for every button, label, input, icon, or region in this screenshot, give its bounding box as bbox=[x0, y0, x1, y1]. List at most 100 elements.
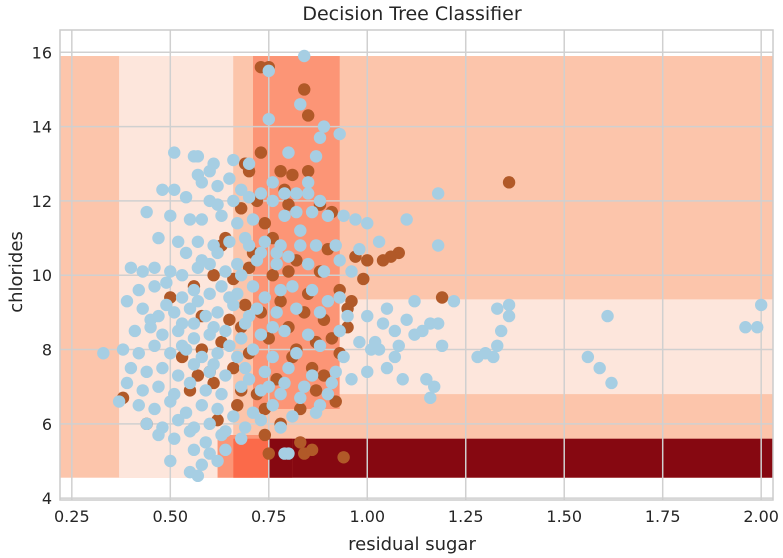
class-0-point bbox=[278, 209, 291, 222]
class-0-point bbox=[345, 373, 358, 386]
class-0-point bbox=[112, 395, 126, 408]
class-0-point bbox=[337, 209, 350, 222]
class-0-point bbox=[195, 254, 209, 267]
class-0-point bbox=[120, 376, 134, 390]
class-0-point bbox=[250, 302, 264, 315]
class-1-point bbox=[435, 291, 449, 304]
y-tick-label: 8 bbox=[42, 341, 52, 360]
class-0-point bbox=[164, 209, 177, 222]
class-0-point bbox=[203, 417, 216, 431]
class-0-point bbox=[219, 265, 232, 278]
class-0-point bbox=[341, 309, 354, 323]
class-0-point bbox=[168, 306, 181, 319]
class-0-point bbox=[215, 428, 228, 442]
class-0-point bbox=[262, 112, 275, 126]
class-0-point bbox=[593, 361, 606, 375]
class-1-point bbox=[294, 436, 307, 449]
class-0-point bbox=[171, 369, 185, 382]
class-0-point bbox=[278, 187, 291, 200]
class-0-point bbox=[754, 298, 768, 312]
class-0-point bbox=[305, 205, 319, 219]
class-1-point bbox=[329, 395, 342, 408]
class-0-point bbox=[282, 447, 295, 460]
class-0-point bbox=[294, 391, 307, 405]
class-1-point bbox=[258, 217, 272, 230]
class-0-point bbox=[313, 306, 327, 319]
class-0-point bbox=[238, 231, 252, 245]
class-0-point bbox=[199, 436, 212, 449]
class-0-point bbox=[581, 350, 595, 364]
class-0-point bbox=[235, 380, 248, 393]
class-0-point bbox=[187, 283, 201, 297]
class-0-point bbox=[270, 246, 283, 260]
class-0-point bbox=[195, 213, 209, 226]
class-1-point bbox=[301, 164, 315, 178]
y-tick-label: 4 bbox=[42, 489, 52, 508]
class-0-point bbox=[223, 291, 236, 304]
class-0-point bbox=[372, 235, 386, 248]
class-0-point bbox=[187, 358, 201, 371]
class-0-point bbox=[392, 339, 405, 353]
class-0-point bbox=[266, 321, 279, 334]
class-1-point bbox=[207, 269, 220, 282]
class-0-point bbox=[207, 321, 220, 334]
class-0-point bbox=[274, 387, 287, 401]
class-0-point bbox=[116, 343, 130, 356]
class-0-point bbox=[231, 350, 244, 364]
class-1-point bbox=[298, 83, 311, 96]
class-0-point bbox=[211, 198, 224, 211]
class-0-point bbox=[254, 413, 268, 427]
class-0-point bbox=[148, 261, 161, 274]
class-0-point bbox=[231, 257, 244, 271]
class-0-point bbox=[120, 295, 134, 308]
class-0-point bbox=[171, 235, 185, 248]
class-0-point bbox=[266, 194, 279, 208]
class-0-point bbox=[290, 347, 303, 360]
y-tick-label: 16 bbox=[32, 43, 52, 62]
class-0-point bbox=[270, 306, 283, 319]
class-0-point bbox=[238, 317, 252, 330]
class-0-point bbox=[160, 298, 173, 312]
class-0-point bbox=[235, 269, 248, 282]
class-0-point bbox=[301, 187, 315, 200]
class-0-point bbox=[199, 384, 212, 397]
class-0-point bbox=[128, 324, 142, 338]
class-0-point bbox=[187, 332, 201, 345]
y-axis-label: chlorides bbox=[6, 231, 27, 313]
class-0-point bbox=[278, 376, 291, 390]
class-0-point bbox=[242, 190, 256, 204]
class-0-point bbox=[290, 187, 303, 200]
class-0-point bbox=[294, 224, 307, 237]
class-0-point bbox=[254, 187, 268, 200]
class-0-point bbox=[278, 324, 291, 338]
class-0-point bbox=[203, 447, 216, 460]
class-0-point bbox=[301, 257, 315, 271]
class-1-point bbox=[258, 428, 272, 442]
class-1-point bbox=[242, 261, 256, 274]
y-tick-label: 10 bbox=[32, 266, 52, 285]
class-0-point bbox=[148, 280, 161, 293]
class-0-point bbox=[447, 295, 461, 308]
class-0-point bbox=[183, 302, 197, 315]
class-0-point bbox=[388, 350, 402, 364]
class-0-point bbox=[235, 183, 248, 196]
class-0-point bbox=[242, 373, 256, 386]
x-tick-label: 1.25 bbox=[448, 507, 484, 526]
x-tick-label: 1.00 bbox=[349, 507, 385, 526]
class-1-point bbox=[376, 254, 390, 267]
class-0-point bbox=[376, 317, 390, 330]
class-1-point bbox=[357, 272, 370, 286]
class-0-point bbox=[605, 376, 618, 390]
class-0-point bbox=[160, 276, 173, 289]
class-0-point bbox=[156, 183, 169, 196]
class-0-point bbox=[471, 350, 484, 364]
class-0-point bbox=[211, 347, 224, 360]
class-0-point bbox=[136, 302, 149, 315]
class-0-point bbox=[246, 343, 260, 356]
x-axis-label: residual sugar bbox=[348, 534, 476, 555]
class-0-point bbox=[502, 309, 516, 323]
class-0-point bbox=[396, 373, 409, 386]
class-1-point bbox=[254, 146, 268, 159]
class-0-point bbox=[152, 231, 165, 245]
